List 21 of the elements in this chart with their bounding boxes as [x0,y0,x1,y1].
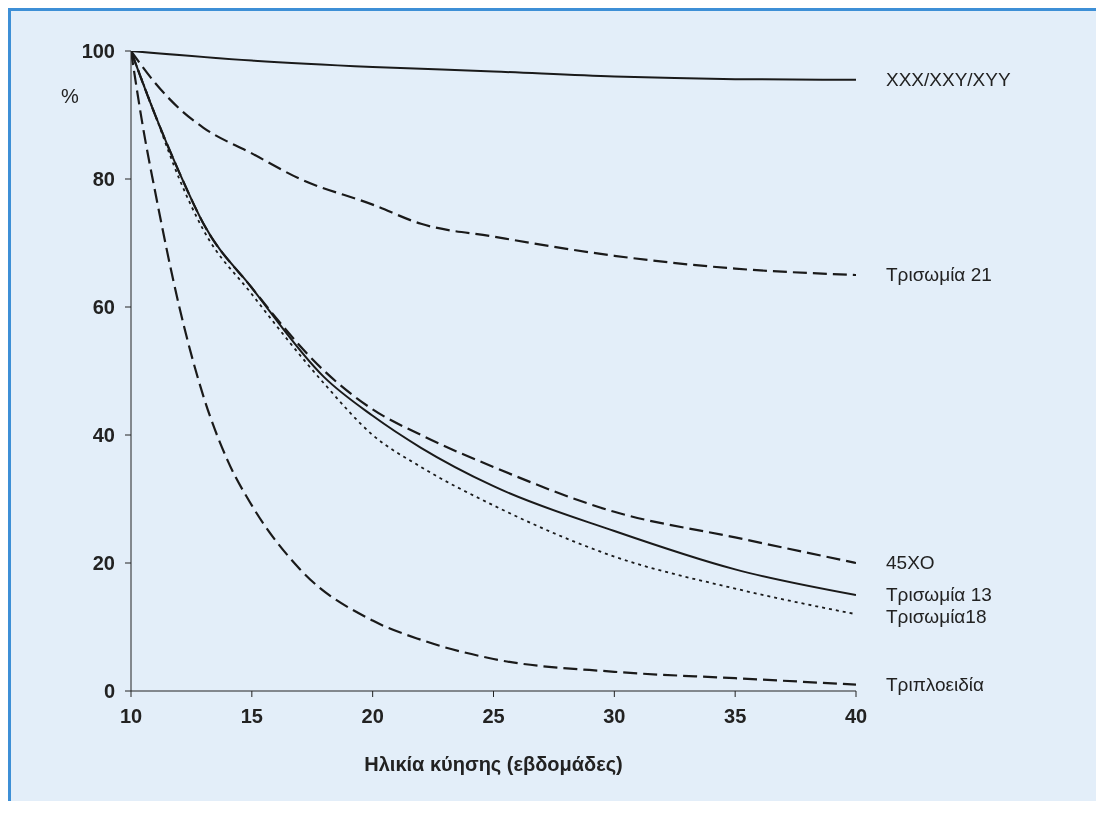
y-tick-label: 0 [103,680,115,703]
x-axis-title: Ηλικία κύησης (εβδομάδες) [364,753,623,775]
x-tick-label: 25 [482,705,505,728]
series-label: Τρισωμία 13 [886,584,992,605]
y-tick-label: 80 [92,168,115,191]
x-tick-label: 35 [724,705,747,728]
series-label: XXX/XXY/XYY [886,68,1011,90]
y-tick-label: 100 [81,40,115,63]
y-tick-label: 60 [92,296,115,319]
x-tick-label: 40 [844,705,868,728]
x-tick-label: 20 [361,705,384,728]
x-tick-label: 10 [119,705,143,728]
x-tick-label: 15 [240,705,263,728]
x-tick-label: 30 [603,705,626,728]
series-label: Τρισωμία18 [886,606,987,627]
series-label: Τριπλοειδία [886,673,985,695]
y-axis-title: % [61,85,79,108]
y-tick-label: 20 [92,552,115,575]
series-label: Τρισωμία 21 [886,264,992,285]
y-tick-label: 40 [92,424,115,447]
series-label: 45XO [886,552,935,573]
